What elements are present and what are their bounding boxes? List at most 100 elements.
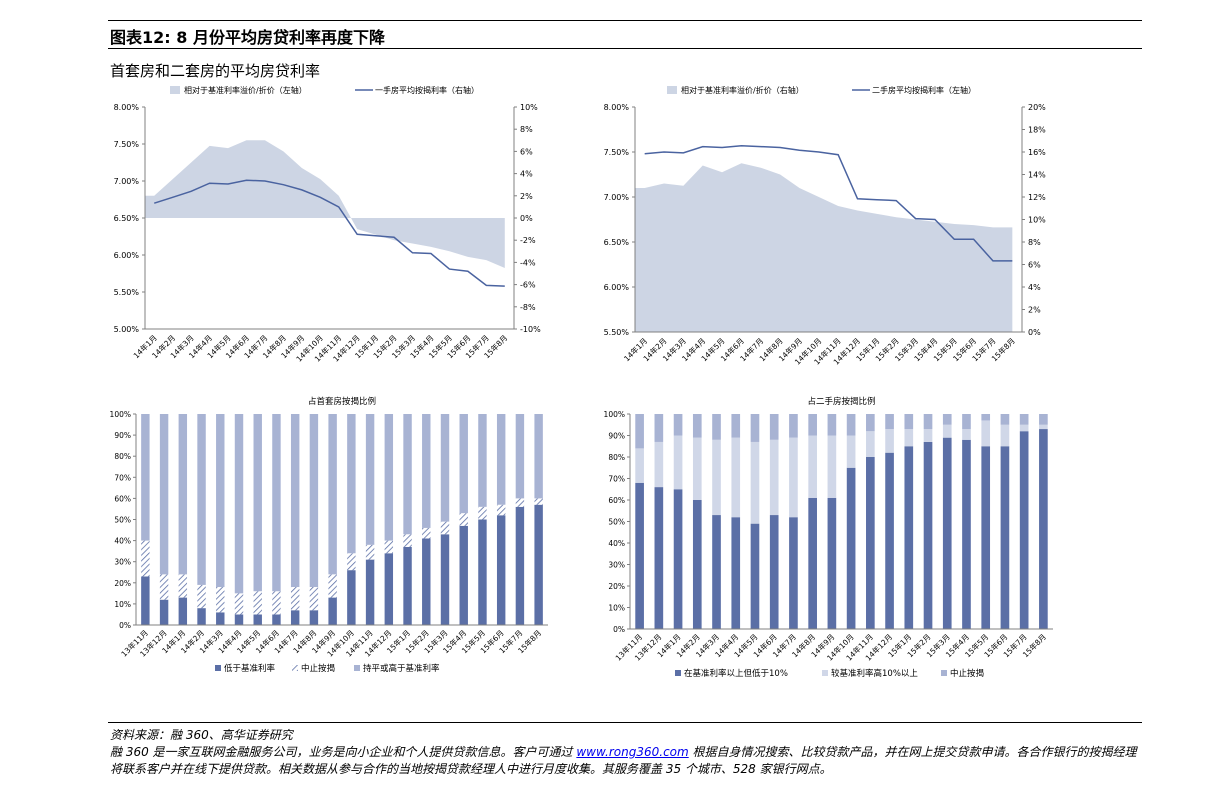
- y-tick-label: 30%: [608, 561, 625, 570]
- bar-segment: [846, 435, 856, 468]
- right-tick-label: 0%: [520, 214, 533, 223]
- bar-segment: [496, 504, 506, 516]
- bar-segment: [216, 414, 225, 588]
- right-tick-label: 6%: [520, 147, 533, 156]
- bar-segment: [440, 414, 450, 522]
- bar-segment: [923, 429, 933, 442]
- bar-segment: [789, 437, 798, 518]
- bar-segment: [692, 437, 702, 500]
- right-tick-label: -10%: [520, 325, 541, 334]
- line-series: [153, 179, 505, 287]
- bar-segment: [384, 553, 394, 625]
- bar-segment: [178, 414, 188, 575]
- bar-segment: [328, 597, 337, 625]
- bar-segment: [478, 414, 487, 507]
- legend-swatch: [354, 665, 360, 671]
- bar-segment: [159, 599, 169, 625]
- bar-segment: [422, 414, 431, 528]
- y-tick-label: 90%: [114, 431, 131, 440]
- right-tick-label: -6%: [520, 281, 536, 290]
- bar-segment: [272, 591, 281, 615]
- bar-segment: [731, 437, 741, 518]
- bar-segment: [384, 414, 394, 541]
- right-tick-label: 4%: [1028, 283, 1041, 292]
- y-tick-label: 80%: [114, 452, 131, 461]
- right-tick-label: 10%: [1028, 216, 1046, 225]
- legend-swatch: [941, 670, 947, 676]
- bar-segment: [365, 544, 375, 560]
- bar-segment: [290, 587, 300, 611]
- right-tick-label: -8%: [520, 303, 536, 312]
- right-tick-label: 10%: [520, 103, 538, 112]
- bar-segment: [692, 414, 702, 438]
- bar-segment: [1019, 431, 1029, 629]
- bar-segment: [534, 414, 543, 499]
- footer: 资料来源：融 360、高华证券研究 融 360 是一家互联网金融服务公司，业务是…: [110, 727, 1140, 778]
- bar-segment: [885, 452, 894, 629]
- bar-segment: [197, 584, 206, 609]
- right-tick-label: 4%: [520, 170, 533, 179]
- bar-segment: [403, 534, 412, 547]
- bar-segment: [515, 506, 525, 625]
- bar-segment: [769, 414, 779, 440]
- left-tick-label: 7.50%: [114, 140, 140, 149]
- right-tick-label: 20%: [1028, 103, 1046, 112]
- chart-title: 占首套房按揭比例: [308, 396, 376, 407]
- left-tick-label: 8.00%: [604, 103, 630, 112]
- bar-segment: [712, 439, 721, 516]
- bar-segment: [272, 614, 281, 625]
- bar-segment: [635, 414, 644, 449]
- bar-segment: [290, 610, 300, 625]
- area-series: [635, 163, 1013, 332]
- bar-segment: [197, 414, 206, 585]
- bar-segment: [808, 414, 817, 436]
- legend-label-area: 相对于基准利率溢价/折价（右轴）: [681, 85, 804, 95]
- bar-segment: [750, 414, 760, 442]
- right-tick-label: 0%: [1028, 328, 1041, 337]
- bar-segment: [309, 587, 319, 611]
- right-tick-label: 6%: [1028, 261, 1041, 270]
- legend-swatch: [822, 670, 828, 676]
- bar-segment: [515, 414, 525, 499]
- left-tick-label: 6.50%: [114, 214, 140, 223]
- bar-segment: [440, 534, 450, 625]
- bar-segment: [769, 439, 779, 516]
- rong360-link[interactable]: www.rong360.com: [576, 745, 689, 759]
- bar-segment: [827, 435, 837, 498]
- bar-segment: [981, 414, 991, 421]
- right-tick-label: 12%: [1028, 193, 1046, 202]
- bar-segment: [962, 414, 971, 430]
- legend-swatch: [675, 670, 681, 676]
- bar-segment: [923, 441, 933, 629]
- chart-first-home-share: 占首套房按揭比例 0% 10% 20% 30% 40% 50% 60% 70% 80% 90% 100…: [110, 396, 548, 674]
- bar-segment: [141, 414, 150, 541]
- legend-swatch: [215, 665, 221, 671]
- left-tick-label: 8.00%: [114, 103, 140, 112]
- right-tick-label: -4%: [520, 258, 536, 267]
- bar-segment: [459, 513, 468, 526]
- left-tick-label: 5.50%: [114, 288, 140, 297]
- y-tick-label: 80%: [608, 453, 625, 462]
- bar-segment: [328, 414, 337, 575]
- bar-segment: [1019, 424, 1029, 432]
- bar-segment: [1000, 424, 1010, 447]
- bar-segment: [885, 429, 894, 453]
- bar-segment: [384, 540, 394, 554]
- left-tick-label: 6.00%: [604, 283, 630, 292]
- bar-segment: [496, 414, 506, 505]
- y-tick-label: 20%: [114, 579, 131, 588]
- bar-segment: [750, 441, 760, 524]
- bar-segment: [635, 448, 644, 483]
- bar-segment: [159, 574, 169, 600]
- figure-title: 图表12: 8 月份平均房贷利率再度下降: [110, 28, 385, 47]
- y-tick-label: 50%: [114, 516, 131, 525]
- right-tick-label: -2%: [520, 236, 536, 245]
- bar-segment: [178, 597, 188, 625]
- bar-segment: [731, 414, 741, 438]
- bar-segment: [178, 574, 188, 598]
- bar-segment: [942, 424, 952, 438]
- bar-segment: [478, 519, 487, 625]
- legend-label: 中止按揭: [301, 663, 336, 674]
- legend-label: 中止按揭: [950, 668, 985, 679]
- bar-segment: [827, 414, 837, 436]
